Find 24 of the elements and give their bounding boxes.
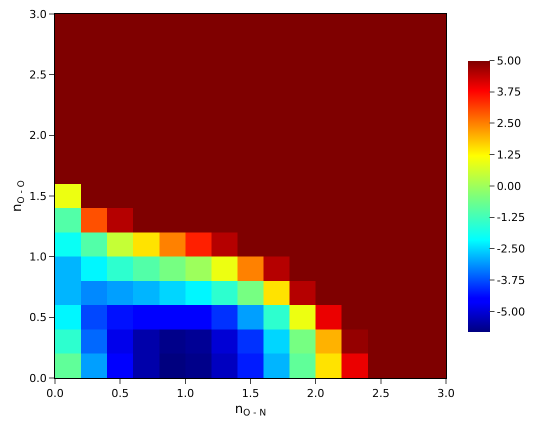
x-tick-label: 0.0 [46, 387, 64, 400]
y-tick-label: 1.0 [29, 250, 47, 264]
x-tick-label: 2.0 [306, 387, 324, 400]
color-bar-label: 2.50 [496, 117, 522, 130]
y-tick-label: 0.0 [29, 372, 47, 385]
y-tick-label: 2.0 [29, 129, 47, 142]
x-tick-label: 0.5 [111, 387, 129, 400]
color-bar-label: -3.75 [496, 274, 526, 287]
color-bar-label: 1.25 [496, 148, 522, 162]
x-axis-title: n$_{O - N}$ [234, 402, 266, 419]
color-bar-label: 0.00 [496, 180, 522, 193]
y-tick-label: 2.5 [29, 68, 47, 82]
color-bar-label: -2.50 [496, 242, 526, 256]
color-bar-label: -5.00 [496, 305, 526, 318]
y-tick-label: 1.5 [29, 190, 47, 203]
x-tick-label: 3.0 [437, 387, 455, 400]
x-tick-label: 1.0 [176, 387, 194, 400]
color-bar-label: 5.00 [496, 54, 522, 68]
x-tick-label: 1.5 [242, 387, 260, 400]
color-bar-label: 3.75 [496, 86, 522, 99]
color-bar-label: -1.25 [496, 211, 526, 224]
x-tick-label: 2.5 [372, 387, 390, 400]
y-tick-label: 3.0 [29, 8, 47, 21]
y-tick-label: 0.5 [29, 311, 47, 324]
